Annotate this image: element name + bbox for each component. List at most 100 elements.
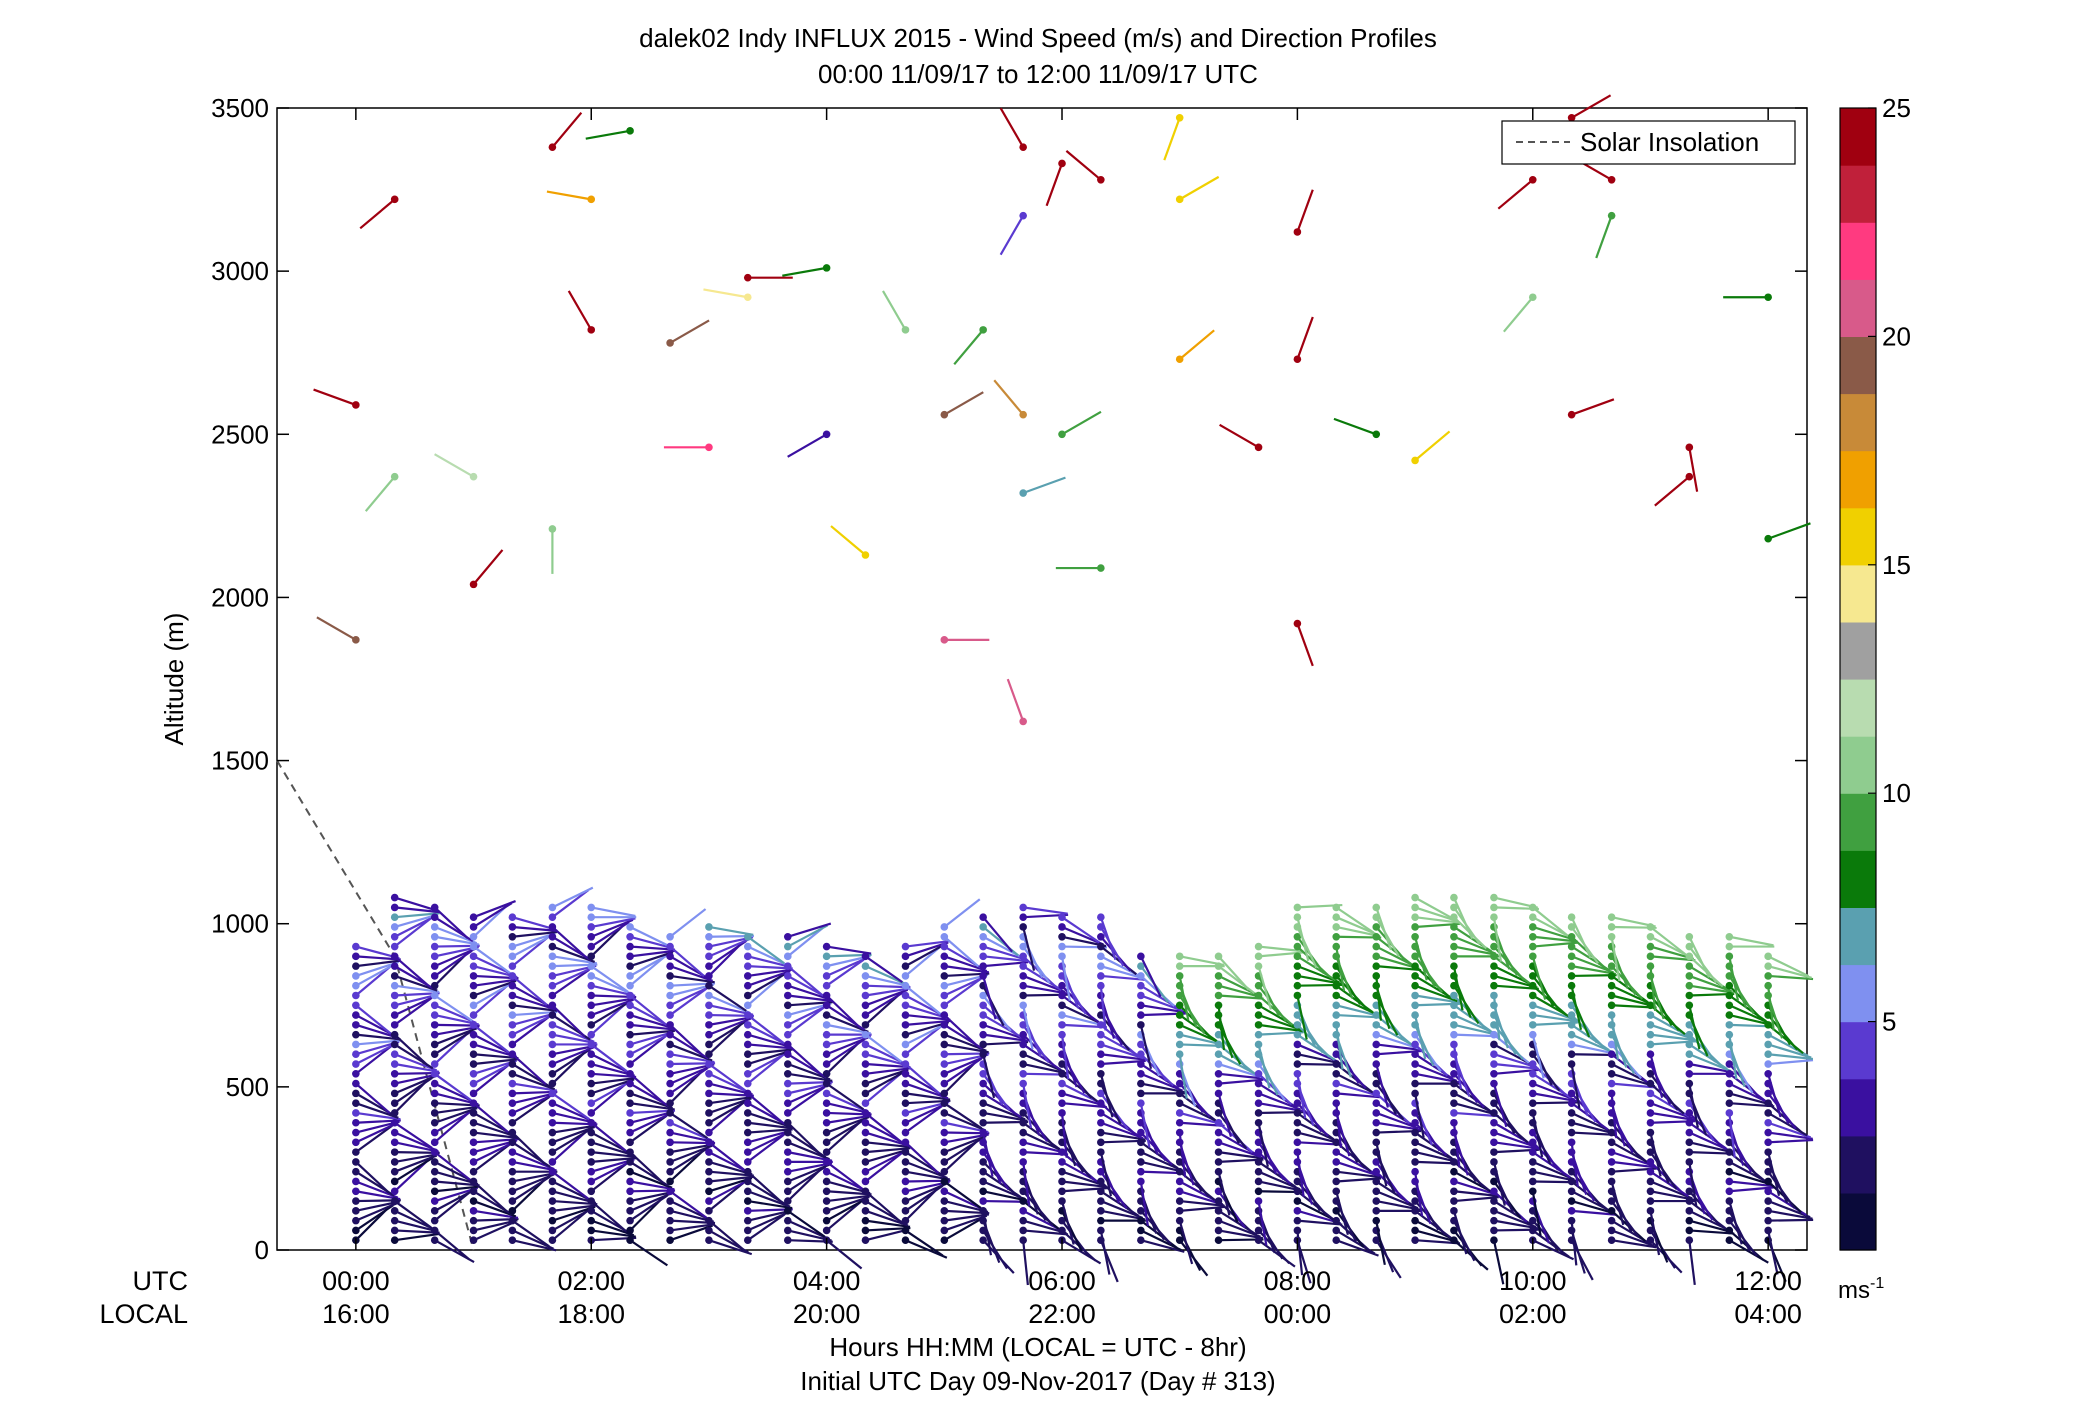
low-level-barb-shaft xyxy=(708,1219,745,1251)
low-level-barb-shaft xyxy=(1336,1170,1382,1179)
low-level-barb-dot xyxy=(1685,1109,1694,1117)
low-level-barb-dot xyxy=(901,1197,910,1205)
low-level-barb-dot xyxy=(587,1207,596,1215)
low-level-barb-dot xyxy=(1254,1177,1263,1186)
low-level-barb-dot xyxy=(430,991,439,1000)
low-level-barb-shaft xyxy=(1178,1229,1202,1272)
low-level-barb-dot xyxy=(901,1187,910,1196)
low-level-barb-dot xyxy=(743,1197,752,1205)
low-level-barb-dot xyxy=(1332,913,1341,921)
chart-title: dalek02 Indy INFLUX 2015 - Wind Speed (m… xyxy=(639,23,1437,53)
x-tick-label-utc: 02:00 xyxy=(557,1266,625,1296)
low-level-barb-dot xyxy=(1254,1089,1263,1098)
low-level-barb-dot xyxy=(1254,1187,1263,1196)
upper-level-barb-dot xyxy=(979,326,987,334)
low-level-barb-dot xyxy=(901,991,910,1000)
low-level-barb-shaft xyxy=(434,994,473,1022)
low-level-barb-dot xyxy=(1175,1118,1184,1127)
low-level-barb-dot xyxy=(1137,1040,1145,1049)
low-level-barb-dot xyxy=(1058,1177,1066,1186)
low-level-barb-dot xyxy=(940,1060,949,1068)
low-level-barb-dot xyxy=(1214,1050,1223,1059)
low-level-barb-shaft xyxy=(512,1072,556,1091)
low-level-barb-shaft xyxy=(1375,907,1392,951)
low-level-barb-dot xyxy=(390,1060,399,1068)
colorbar-band xyxy=(1840,793,1876,851)
low-level-barb-shaft xyxy=(590,1121,627,1152)
low-level-barb-shaft xyxy=(512,916,556,931)
upper-level-barb-shaft xyxy=(364,475,396,512)
low-level-barb-dot xyxy=(1019,1030,1027,1039)
colorbar-band xyxy=(1840,964,1876,1023)
low-level-barb-dot xyxy=(979,1128,987,1137)
low-level-barb-dot xyxy=(1097,981,1105,990)
low-level-barb-dot xyxy=(861,1030,870,1039)
low-level-barb-shaft xyxy=(629,1032,671,1056)
low-level-barb-dot xyxy=(1764,1089,1772,1098)
low-level-barb-dot xyxy=(1607,1060,1616,1068)
low-level-barb-dot xyxy=(1254,1148,1263,1156)
upper-level-barb-dot xyxy=(1685,443,1694,452)
low-level-barb-dot xyxy=(1372,1187,1381,1196)
low-level-barb-dot xyxy=(1567,923,1576,931)
low-level-barb-dot xyxy=(979,1158,987,1166)
low-level-barb-dot xyxy=(390,942,399,951)
low-level-barb-shaft xyxy=(905,1013,951,1021)
low-level-barb-dot xyxy=(979,932,987,941)
low-level-barb-shaft xyxy=(1492,917,1503,962)
low-level-barb-dot xyxy=(1372,1138,1381,1147)
low-level-barb-dot xyxy=(390,1011,399,1019)
low-level-barb-dot xyxy=(822,1216,831,1225)
low-level-barb-dot xyxy=(1685,1030,1694,1039)
low-level-barb-dot xyxy=(352,1011,360,1019)
low-level-barb-shaft xyxy=(590,1080,632,1105)
low-level-barb-shaft xyxy=(551,1048,591,1075)
low-level-barb-dot xyxy=(1764,1167,1772,1176)
low-level-barb-dot xyxy=(1019,1040,1027,1049)
upper-level-barb-shaft xyxy=(782,266,827,277)
low-level-barb-dot xyxy=(1490,1216,1498,1225)
low-level-barb-dot xyxy=(430,952,439,961)
low-level-barb-dot xyxy=(666,1001,674,1010)
low-level-barb-dot xyxy=(548,1138,557,1147)
low-level-barb-dot xyxy=(1137,1060,1145,1068)
upper-level-barb-shaft xyxy=(953,329,984,366)
y-tick-label: 3500 xyxy=(211,93,269,123)
low-level-barb-dot xyxy=(861,981,870,990)
low-level-barb-dot xyxy=(1528,903,1537,912)
low-level-barb-dot xyxy=(508,1138,517,1147)
low-level-barb-shaft xyxy=(394,1077,433,1105)
low-level-barb-dot xyxy=(1175,1207,1184,1215)
low-level-barb-dot xyxy=(1332,1177,1341,1186)
low-level-barb-dot xyxy=(783,1197,792,1205)
upper-level-barb-shaft xyxy=(1688,447,1699,492)
low-level-barb-shaft xyxy=(708,940,747,968)
low-level-barb-dot xyxy=(1646,1236,1655,1245)
low-level-barb-shaft xyxy=(1335,1160,1380,1177)
low-level-barb-shaft xyxy=(511,1175,551,1202)
low-level-barb-shaft xyxy=(355,962,396,987)
low-level-barb-dot xyxy=(901,942,910,951)
low-level-barb-dot xyxy=(705,1040,713,1049)
low-level-barb-dot xyxy=(743,1167,752,1176)
low-level-barb-shaft xyxy=(864,1152,902,1183)
upper-level-barb-dot xyxy=(1097,175,1105,184)
low-level-barb-shaft xyxy=(1531,1191,1542,1236)
low-level-barb-dot xyxy=(508,1207,517,1215)
low-level-barb-shaft xyxy=(1767,985,1775,1031)
low-level-barb-dot xyxy=(861,1109,870,1117)
low-level-barb-shaft xyxy=(1650,1111,1696,1122)
low-level-barb-shaft xyxy=(982,985,1005,1027)
low-level-barb-dot xyxy=(1450,1070,1458,1078)
low-level-barb-dot xyxy=(705,1197,713,1205)
low-level-barb-dot xyxy=(1725,1089,1734,1098)
low-level-barb-shaft xyxy=(1139,1024,1153,1069)
low-level-barb-dot xyxy=(1450,913,1458,921)
low-level-barb-dot xyxy=(1490,1030,1498,1039)
low-level-barb-dot xyxy=(1646,1128,1655,1137)
low-level-barb-dot xyxy=(430,932,439,941)
low-level-barb-dot xyxy=(1175,952,1184,961)
low-level-barb-shaft xyxy=(629,1072,665,1105)
low-level-barb-shaft xyxy=(1453,1190,1499,1198)
low-level-barb-dot xyxy=(1137,1216,1145,1225)
